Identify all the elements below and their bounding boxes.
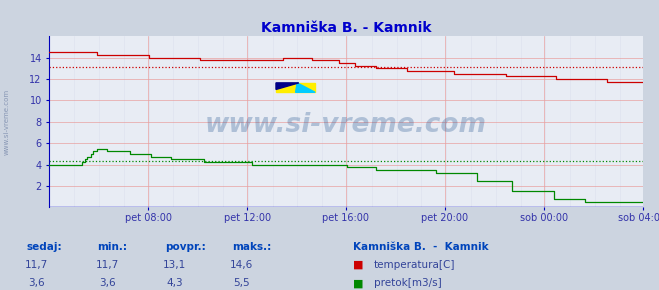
Text: Kamniška B.  -  Kamnik: Kamniška B. - Kamnik: [353, 242, 488, 252]
Polygon shape: [276, 83, 299, 89]
Title: Kamniška B. - Kamnik: Kamniška B. - Kamnik: [261, 21, 431, 35]
Text: min.:: min.:: [98, 242, 128, 252]
Text: maks.:: maks.:: [232, 242, 272, 252]
Text: 3,6: 3,6: [28, 278, 45, 288]
Text: 5,5: 5,5: [233, 278, 250, 288]
Text: 3,6: 3,6: [99, 278, 116, 288]
Text: www.si-vreme.com: www.si-vreme.com: [205, 112, 487, 138]
Text: pretok[m3/s]: pretok[m3/s]: [374, 278, 442, 288]
Text: 11,7: 11,7: [96, 260, 119, 269]
Polygon shape: [295, 83, 315, 92]
Text: povpr.:: povpr.:: [165, 242, 206, 252]
Text: ■: ■: [353, 260, 363, 269]
Text: sedaj:: sedaj:: [26, 242, 62, 252]
Text: ■: ■: [353, 278, 363, 288]
Text: 4,3: 4,3: [166, 278, 183, 288]
FancyBboxPatch shape: [276, 83, 315, 92]
Text: temperatura[C]: temperatura[C]: [374, 260, 455, 269]
Text: 13,1: 13,1: [163, 260, 186, 269]
Text: 14,6: 14,6: [230, 260, 254, 269]
Text: 11,7: 11,7: [24, 260, 48, 269]
Text: www.si-vreme.com: www.si-vreme.com: [3, 89, 10, 155]
